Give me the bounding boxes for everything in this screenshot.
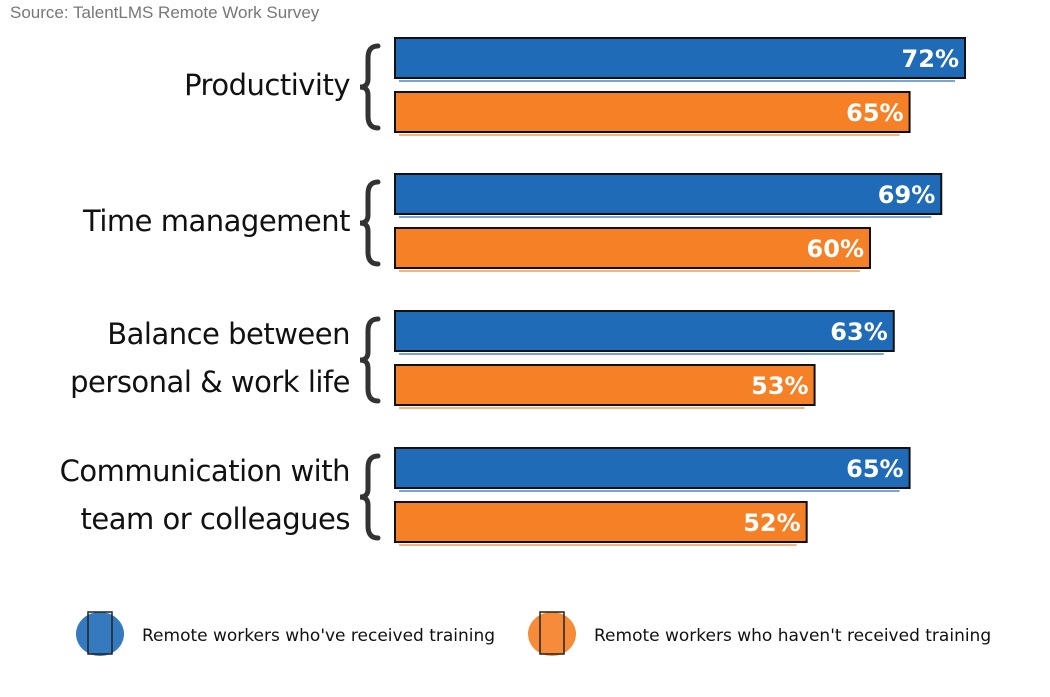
bar	[394, 364, 816, 406]
data-label: 63%	[830, 318, 887, 346]
category-label: Time management	[82, 204, 350, 238]
bar	[394, 37, 966, 79]
group-brace	[359, 316, 381, 404]
legend-label: Remote workers who've received training	[142, 626, 495, 646]
bar	[394, 173, 943, 215]
category-label: personal & work life	[70, 365, 350, 399]
group-brace	[359, 43, 381, 131]
legend-swatch	[539, 611, 565, 655]
legend-swatch	[87, 611, 113, 655]
category-label: Balance between	[107, 317, 350, 351]
bar	[394, 447, 911, 489]
data-label: 72%	[902, 45, 959, 73]
source-note: Source: TalentLMS Remote Work Survey	[10, 3, 320, 22]
category-label: Communication with	[60, 454, 350, 488]
bar	[394, 227, 871, 269]
data-label: 65%	[846, 455, 903, 483]
bar	[394, 501, 808, 543]
data-label: 65%	[846, 99, 903, 127]
group-brace	[359, 179, 381, 267]
legend-label: Remote workers who haven't received trai…	[594, 626, 991, 646]
legend-swatch-blot	[76, 612, 124, 656]
data-label: 60%	[807, 235, 864, 263]
category-label: team or colleagues	[81, 502, 351, 536]
bar	[394, 91, 911, 133]
group-brace	[359, 453, 381, 541]
legend-swatch-blot	[528, 612, 576, 656]
data-label: 53%	[751, 372, 808, 400]
category-label: Productivity	[184, 68, 350, 102]
data-label: 69%	[878, 181, 935, 209]
data-label: 52%	[743, 509, 800, 537]
bar	[394, 310, 895, 352]
